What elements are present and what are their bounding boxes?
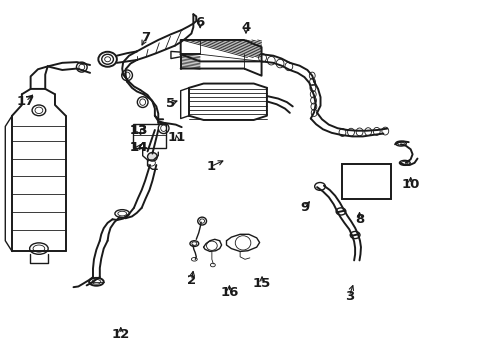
Text: 10: 10 [401,178,420,191]
Ellipse shape [147,153,157,161]
Text: 7: 7 [141,31,150,44]
Bar [343,163,391,199]
Text: 15: 15 [253,277,271,290]
Text: 14: 14 [129,141,148,154]
Text: 8: 8 [355,213,364,226]
Text: 9: 9 [300,201,310,214]
Text: 1: 1 [206,160,216,173]
Text: 13: 13 [129,124,148,137]
Text: 16: 16 [220,286,239,299]
Text: 13: 13 [129,124,148,137]
Text: 12: 12 [112,328,130,341]
Text: 2: 2 [187,274,196,287]
Text: 3: 3 [344,289,354,303]
Bar [133,123,166,148]
Text: 4: 4 [242,21,250,34]
Text: 14: 14 [129,141,148,154]
Text: 5: 5 [167,97,175,110]
Text: 6: 6 [196,16,205,29]
Text: 11: 11 [168,131,186,144]
Text: 17: 17 [17,95,35,108]
